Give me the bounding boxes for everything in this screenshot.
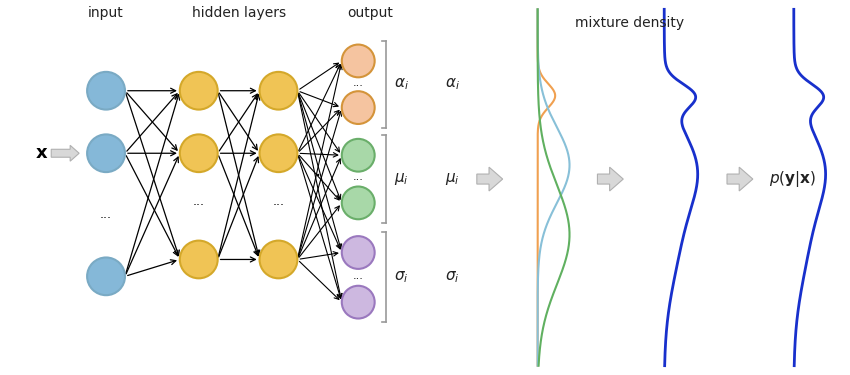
Circle shape [87,134,125,172]
Circle shape [342,186,375,219]
Text: input: input [88,6,124,20]
Text: output: output [348,6,393,20]
Text: hidden layers: hidden layers [191,6,286,20]
FancyArrow shape [51,146,79,161]
Circle shape [342,286,375,318]
Text: ...: ... [273,195,285,208]
Text: ...: ... [193,195,205,208]
Circle shape [180,134,218,172]
Text: $\mathbf{x}$: $\mathbf{x}$ [35,144,48,162]
Text: $\mu_i$: $\mu_i$ [445,171,460,187]
FancyArrow shape [598,167,623,191]
Text: ...: ... [353,272,364,281]
FancyArrow shape [477,167,502,191]
Circle shape [342,236,375,269]
Circle shape [87,258,125,295]
Text: $p(\mathbf{y}|\mathbf{x})$: $p(\mathbf{y}|\mathbf{x})$ [769,169,816,189]
Text: $\sigma_i$: $\sigma_i$ [445,270,460,285]
Circle shape [180,72,218,110]
Circle shape [342,45,375,77]
FancyArrow shape [727,167,753,191]
Text: $\sigma_i$: $\sigma_i$ [394,270,408,285]
Text: ...: ... [353,78,364,88]
Text: $\alpha_i$: $\alpha_i$ [394,76,409,92]
Circle shape [259,134,298,172]
Circle shape [342,91,375,124]
Text: $\alpha_i$: $\alpha_i$ [445,76,460,92]
Text: $\mu_i$: $\mu_i$ [394,171,408,187]
Text: ...: ... [353,172,364,182]
Circle shape [87,72,125,110]
Text: ...: ... [100,208,112,221]
Circle shape [180,241,218,278]
Circle shape [259,72,298,110]
Circle shape [259,241,298,278]
Circle shape [342,139,375,172]
Text: .: . [315,160,321,180]
Text: mixture density: mixture density [575,16,684,30]
